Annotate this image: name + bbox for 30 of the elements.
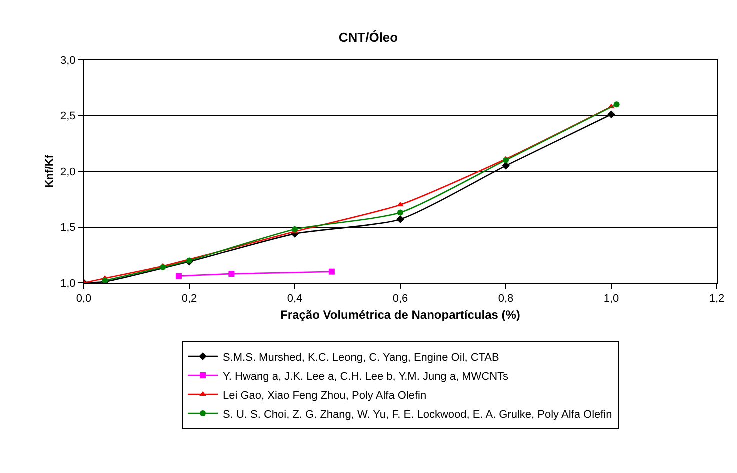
y-tick-label: 2,5 xyxy=(60,110,76,123)
point xyxy=(292,226,298,232)
y-axis-title: Knf/Kf xyxy=(44,154,56,188)
x-tick-label: 0,4 xyxy=(287,293,303,306)
x-tick-label: 0,2 xyxy=(182,293,198,306)
x-tick-label: 1,0 xyxy=(604,293,620,306)
legend-label: Lei Gao, Xiao Feng Zhou, Poly Alfa Olefin xyxy=(223,390,427,402)
point xyxy=(614,102,620,108)
legend-label: S.M.S. Murshed, K.C. Leong, C. Yang, Engine Oil, CTAB xyxy=(223,352,500,364)
x-tick-label: 0,6 xyxy=(392,293,408,306)
point xyxy=(160,264,166,270)
chart-title: CNT/Óleo xyxy=(338,30,398,46)
y-tick-label: 2,0 xyxy=(60,166,76,178)
x-tick-label: 0,8 xyxy=(498,293,514,306)
point xyxy=(396,216,404,224)
point xyxy=(503,157,509,164)
point xyxy=(608,110,616,119)
point xyxy=(228,271,235,278)
y-tick-label: 3,0 xyxy=(60,54,76,67)
x-axis-title: Fração Volumétrica de Nanopartículas (%) xyxy=(280,308,520,322)
point xyxy=(176,273,182,280)
x-tick-label: 0,0 xyxy=(76,293,92,306)
point xyxy=(398,210,404,216)
x-tick-label: 1,2 xyxy=(709,293,725,306)
legend-label: S. U. S. Choi, Z. G. Zhang, W. Yu, F. E. Lockwood, E. A. Grulke, Poly Alfa Olefin xyxy=(223,408,612,421)
y-tick-label: 1,0 xyxy=(60,278,76,290)
legend-label: Y. Hwang a, J.K. Lee a, C.H. Lee b, Y.M. Jung a, MWCNTs xyxy=(223,370,510,383)
point xyxy=(328,268,335,275)
point xyxy=(397,202,404,206)
y-tick-label: 1,5 xyxy=(60,222,76,234)
